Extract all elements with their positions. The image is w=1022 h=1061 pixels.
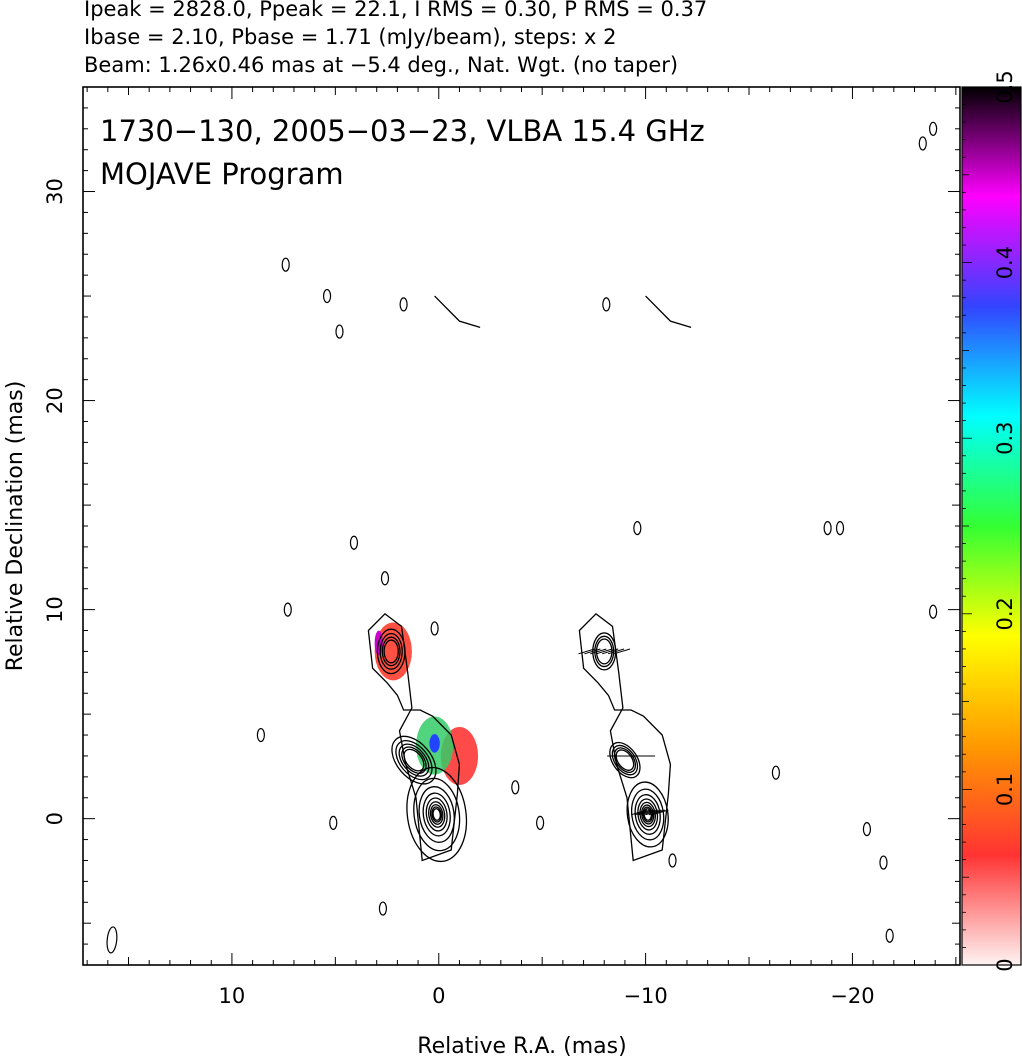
ridge-right xyxy=(645,295,692,329)
isolated-contour xyxy=(862,822,872,837)
isolated-contour xyxy=(283,602,292,617)
chart-title: 1730−130, 2005−03−23, VLBA 15.4 GHz xyxy=(100,114,705,148)
isolated-contour xyxy=(322,288,332,304)
core-right-contour xyxy=(630,788,665,841)
outer-knot-left-contour xyxy=(379,633,403,670)
isolated-contour xyxy=(823,520,832,536)
isolated-contour xyxy=(256,727,265,743)
polarization-vector xyxy=(578,648,595,655)
x-tick-label: −20 xyxy=(830,984,874,1008)
knot-left-contour xyxy=(403,748,425,772)
isolated-contour xyxy=(633,520,642,536)
jet-envelope-left xyxy=(367,612,461,862)
polarization-vector xyxy=(590,648,607,655)
x-tick-label: 0 xyxy=(432,984,445,1008)
isolated-contour xyxy=(771,765,781,780)
isolated-contour xyxy=(329,815,338,830)
colorbar xyxy=(961,86,1022,966)
knot-left-contour xyxy=(391,735,437,785)
colorbar-tick-label: 0 xyxy=(993,958,1017,971)
polarization-vector xyxy=(602,648,619,655)
colorbar-tick-label: 0.4 xyxy=(993,246,1017,279)
header-line-3: Beam: 1.26x0.46 mas at −5.4 deg., Nat. W… xyxy=(84,53,679,77)
isolated-contour xyxy=(879,855,888,870)
knot-left-contour xyxy=(395,740,433,781)
isolated-contour xyxy=(378,901,388,916)
outer-knot-left-contour xyxy=(381,636,401,667)
y-tick-label: 30 xyxy=(43,178,67,205)
header-line-2: Ibase = 2.10, Pbase = 1.71 (mJy/beam), s… xyxy=(84,25,617,49)
axis-ticks: 10 0 −10 −20 0 10 20 30 xyxy=(43,86,960,1008)
core-left-contour xyxy=(406,766,468,863)
knot-right-contour xyxy=(611,744,639,776)
chart-subtitle: MOJAVE Program xyxy=(100,157,344,191)
knot-right-contour xyxy=(609,741,641,779)
core-right-contour xyxy=(639,801,656,828)
isolated-contour xyxy=(399,297,408,312)
x-tick-label: 10 xyxy=(219,984,246,1008)
core-left-contour xyxy=(429,804,444,825)
isolated-contour xyxy=(668,853,677,868)
knot-left-contour xyxy=(401,746,427,774)
core-left-contour xyxy=(431,806,443,823)
y-tick-label: 0 xyxy=(43,812,67,825)
knot-left-contour xyxy=(398,743,430,777)
isolated-contour xyxy=(281,257,290,272)
isolated-contour xyxy=(536,815,545,830)
polarization-vector xyxy=(584,648,601,655)
core-left-contour xyxy=(428,801,446,828)
core-left-contour xyxy=(413,777,461,852)
colorbar-tick-label: 0.3 xyxy=(993,421,1017,454)
polarization-vector xyxy=(607,648,625,655)
isolated-contour xyxy=(918,136,927,151)
contour-layer xyxy=(106,121,938,954)
header-line-1: Ipeak = 2828.0, Ppeak = 22.1, I RMS = 0.… xyxy=(84,0,708,21)
core-left-contour xyxy=(432,808,441,821)
core-left-contour xyxy=(425,797,448,832)
polarization-vector xyxy=(613,648,631,655)
isolated-contour xyxy=(511,780,520,795)
polarization-vector xyxy=(630,809,648,816)
y-tick-label: 10 xyxy=(43,596,67,623)
polarization-vector xyxy=(634,809,651,816)
polarization-vector xyxy=(652,809,669,816)
polarization-vector xyxy=(596,648,613,655)
jet-envelope-right xyxy=(578,612,672,862)
isolated-contour xyxy=(430,621,439,636)
core-right-contour xyxy=(626,781,669,848)
core-left-contour xyxy=(418,786,455,843)
polarization-vector xyxy=(648,809,665,816)
isolated-contour xyxy=(380,571,390,586)
ridge-left xyxy=(434,295,481,329)
isolated-contour xyxy=(929,121,938,136)
y-tick-label: 20 xyxy=(43,387,67,414)
outer-knot-left-contour xyxy=(376,628,406,675)
colorbar-tick-label: 0.1 xyxy=(993,773,1017,806)
y-axis-label: Relative Declination (mas) xyxy=(3,381,28,672)
plot-frame xyxy=(82,86,961,966)
isolated-contour xyxy=(349,535,359,550)
isolated-contour xyxy=(835,520,845,536)
isolated-contour xyxy=(335,324,344,339)
polarization-vector xyxy=(638,809,655,816)
outer-knot-right-contour xyxy=(595,638,613,665)
outer-knot-left-contour xyxy=(383,639,399,664)
polarization-vector xyxy=(641,809,658,816)
colorbar-ticks: 0 0.1 0.2 0.3 0.4 0.5 xyxy=(962,70,1017,972)
core-left-contour xyxy=(422,792,451,837)
isolated-contour xyxy=(602,297,611,312)
isolated-contour xyxy=(929,604,938,619)
beam-ellipse xyxy=(106,926,118,954)
colorbar-tick-label: 0.5 xyxy=(993,70,1017,103)
polarization-peak xyxy=(429,734,440,753)
polarization-vector xyxy=(645,809,662,816)
colorbar-tick-label: 0.2 xyxy=(993,597,1017,630)
outer-knot-right-contour xyxy=(594,635,615,668)
x-axis-label: Relative R.A. (mas) xyxy=(417,1034,626,1059)
x-tick-label: −10 xyxy=(623,984,667,1008)
isolated-contour xyxy=(885,928,894,943)
knot-right-contour xyxy=(613,747,637,773)
